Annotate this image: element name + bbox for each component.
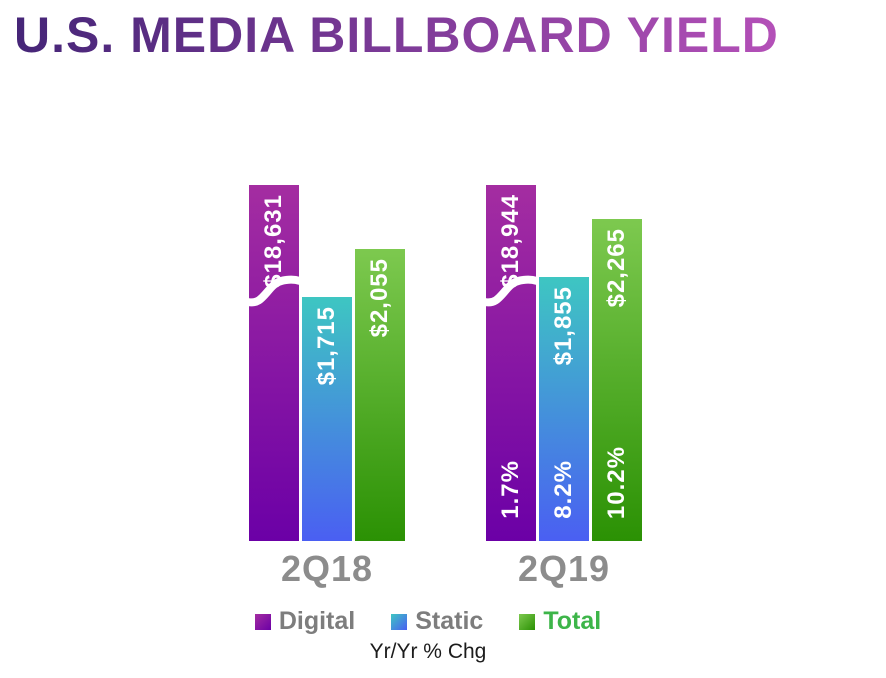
legend: Digital Static Total	[0, 607, 856, 636]
legend-label-total: Total	[543, 607, 602, 635]
axis-break-squiggle-icon	[484, 275, 538, 307]
digital-swatch-icon	[254, 613, 271, 630]
legend-item-total: Total	[519, 607, 601, 636]
bar-digital-2q19: $18,944 1.7%	[484, 185, 538, 541]
bar-pct-change-label: 10.2%	[603, 445, 630, 519]
legend-label-static: Static	[415, 607, 484, 635]
category-label-2q18: 2Q18	[280, 548, 374, 589]
axis-break-squiggle-icon	[247, 275, 301, 307]
legend-item-static: Static	[391, 607, 483, 636]
total-swatch-icon	[519, 613, 536, 630]
bar-total-2q18: $2,055	[355, 249, 405, 541]
legend-item-digital: Digital	[254, 607, 356, 636]
bar-digital-2q18: $18,631	[247, 185, 301, 541]
bar-pct-change-label: 8.2%	[550, 460, 577, 519]
bar-static-2q19: $1,855 8.2%	[539, 277, 589, 541]
bar-static-2q18: $1,715	[302, 297, 352, 541]
legend-label-digital: Digital	[278, 607, 356, 635]
bar-value-label: $1,715	[313, 306, 340, 386]
bar-total-2q19: $2,265 10.2%	[592, 219, 642, 541]
page-title: U.S. MEDIA BILLBOARD YIELD	[14, 7, 779, 63]
category-label-2q19: 2Q19	[517, 548, 611, 589]
bar-value-label: $2,055	[366, 258, 393, 338]
axis-note: Yr/Yr % Chg	[369, 640, 487, 663]
bar-value-label: $1,855	[550, 286, 577, 366]
bar-value-label: $2,265	[603, 228, 630, 308]
static-swatch-icon	[391, 613, 408, 630]
bar-pct-change-label: 1.7%	[497, 460, 524, 519]
